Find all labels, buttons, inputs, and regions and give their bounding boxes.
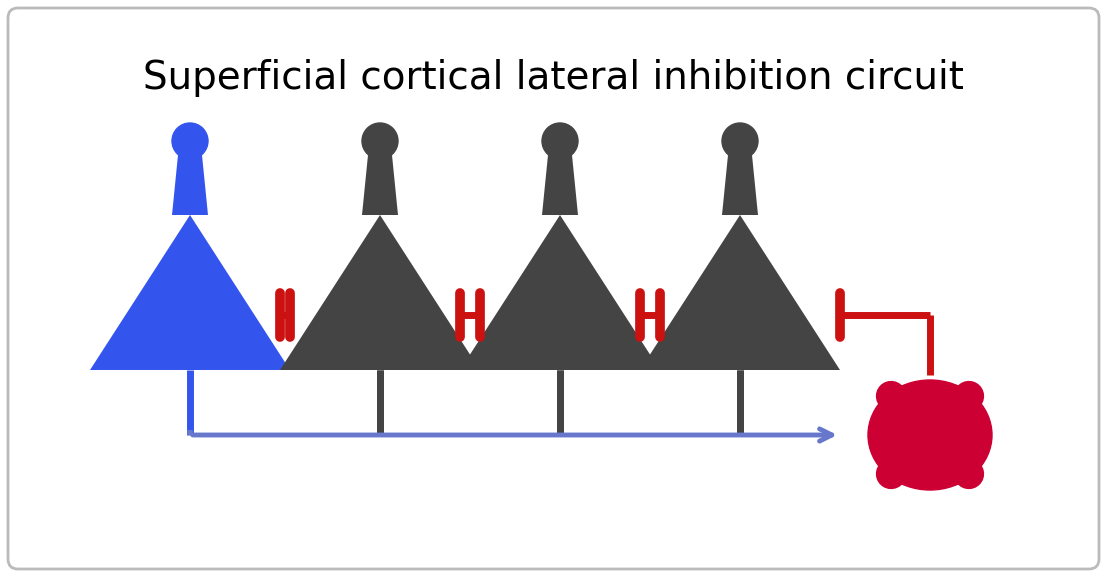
Polygon shape [280, 215, 480, 370]
Polygon shape [640, 215, 840, 370]
Polygon shape [172, 155, 208, 215]
Ellipse shape [868, 380, 992, 490]
Circle shape [542, 123, 578, 159]
Polygon shape [362, 155, 399, 215]
Circle shape [362, 123, 399, 159]
Polygon shape [90, 215, 290, 370]
FancyBboxPatch shape [8, 8, 1099, 569]
Circle shape [722, 123, 758, 159]
Polygon shape [722, 155, 758, 215]
Polygon shape [461, 215, 660, 370]
Text: Superficial cortical lateral inhibition circuit: Superficial cortical lateral inhibition … [143, 59, 964, 97]
Polygon shape [542, 155, 578, 215]
Circle shape [172, 123, 208, 159]
